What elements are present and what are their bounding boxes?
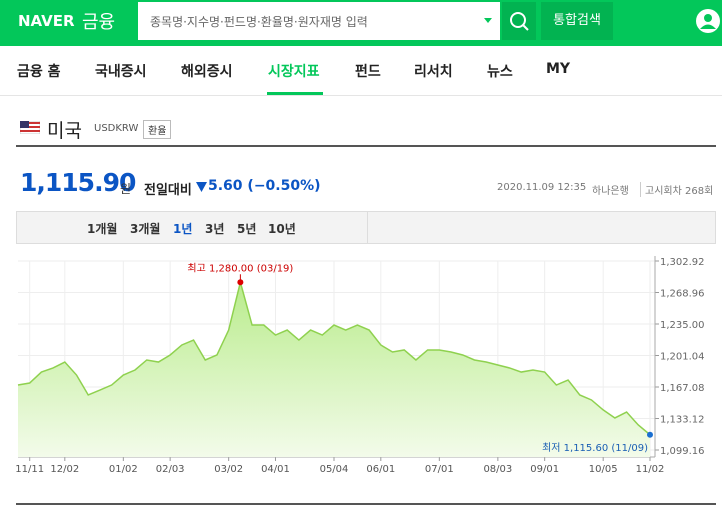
area <box>18 282 650 457</box>
nav-item[interactable]: 해외증시 <box>181 64 233 80</box>
x-tick-label: 08/03 <box>483 464 512 475</box>
search-icon <box>510 12 529 31</box>
x-tick-label: 03/02 <box>214 464 243 475</box>
nav-item[interactable]: MY <box>546 61 571 77</box>
price-unit: 원 <box>120 182 132 196</box>
period-tab[interactable]: 1년 <box>173 222 193 236</box>
x-tick-label: 07/01 <box>425 464 454 475</box>
x-tick-label: 09/01 <box>530 464 559 475</box>
period-tab[interactable]: 3개월 <box>130 222 161 236</box>
quote-bank: 하나은행 <box>592 186 629 197</box>
nav-item[interactable]: 금융 홈 <box>17 64 61 80</box>
search-icon-button[interactable] <box>502 2 536 40</box>
quote-datetime: 2020.11.09 12:35 <box>497 182 587 193</box>
change: 5.60 (−0.50%) <box>208 178 321 194</box>
header: NAVER 금융 종목명·지수명·펀드명·환율명·원자재명 입력 통합검색 <box>0 0 722 46</box>
search-button[interactable]: 통합검색 <box>541 2 613 40</box>
x-tick-label: 06/01 <box>366 464 395 475</box>
logo[interactable]: NAVER <box>18 12 75 30</box>
search-placeholder: 종목명·지수명·펀드명·환율명·원자재명 입력 <box>150 15 368 29</box>
dropdown-arrow[interactable] <box>484 18 492 23</box>
chart: 1,099.16 1,133.12 1,167.08 1,201.04 1,235.00… <box>15 256 705 475</box>
price: 1,115.90 <box>20 168 136 197</box>
nav-item[interactable]: 뉴스 <box>487 64 513 80</box>
currency-code: USDKRW <box>94 123 139 134</box>
x-tick-label: 05/04 <box>320 464 349 475</box>
period-tabs <box>16 211 716 244</box>
currency-tag[interactable]: 환율 <box>143 120 172 139</box>
period-tab[interactable]: 1개월 <box>87 222 118 236</box>
x-tick-label: 11/11 <box>15 464 44 475</box>
x-tick-label: 01/02 <box>109 464 138 475</box>
y-tick-label: 1,235.00 <box>660 320 705 331</box>
y-tick-label: 1,167.08 <box>660 383 705 394</box>
nav-item[interactable]: 리서치 <box>414 64 453 80</box>
nav-item[interactable]: 시장지표 <box>268 64 320 80</box>
divider <box>16 503 716 505</box>
y-tick-label: 1,201.04 <box>660 352 705 363</box>
us-flag <box>20 121 40 134</box>
max-label: 최고 1,280.00 (03/19) <box>187 262 293 274</box>
x-tick-label: 10/05 <box>589 464 618 475</box>
down-triangle <box>196 182 207 192</box>
min-label: 최저 1,115.60 (11/09) <box>542 442 648 454</box>
nav-active-underline <box>267 92 323 95</box>
period-tab[interactable]: 10년 <box>268 222 296 236</box>
x-tick-label: 12/02 <box>50 464 79 475</box>
tab-divider <box>367 212 368 243</box>
y-tick-label: 1,268.96 <box>660 289 705 300</box>
divider <box>16 145 716 147</box>
x-tick-label: 04/01 <box>261 464 290 475</box>
max-marker <box>237 279 244 286</box>
period-tab[interactable]: 3년 <box>205 222 225 236</box>
x-tick-label: 11/02 <box>636 464 665 475</box>
nav-item[interactable]: 국내증시 <box>95 64 147 80</box>
service-name[interactable]: 금융 <box>82 12 116 33</box>
y-tick-label: 1,302.92 <box>660 257 705 268</box>
currency-name: 미국 <box>47 120 82 142</box>
divider <box>0 95 722 96</box>
user-icon[interactable] <box>695 8 722 38</box>
period-tab[interactable]: 5년 <box>237 222 257 236</box>
line <box>17 279 651 436</box>
nav-item[interactable]: 펀드 <box>355 64 381 80</box>
search-box[interactable]: 종목명·지수명·펀드명·환율명·원자재명 입력 <box>138 2 500 40</box>
x-tick-label: 02/03 <box>156 464 185 475</box>
change-label: 전일대비 <box>144 183 192 198</box>
y-tick-label: 1,099.16 <box>660 446 705 457</box>
min-marker <box>647 431 653 438</box>
quote-round: 고시회차 268회 <box>640 182 713 197</box>
y-tick-label: 1,133.12 <box>660 415 705 426</box>
